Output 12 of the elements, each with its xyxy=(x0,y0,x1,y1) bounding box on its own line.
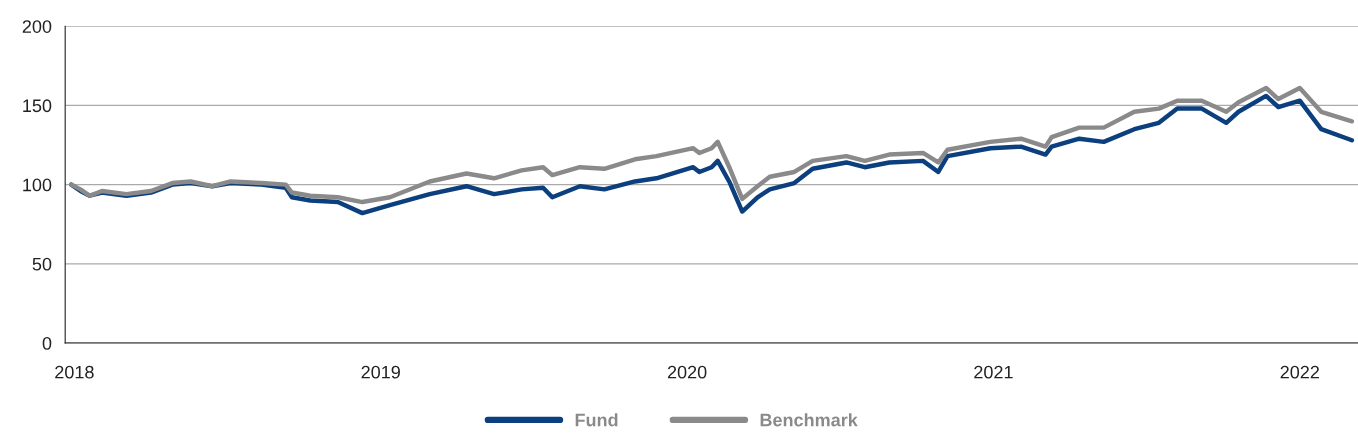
x-tick-label: 2021 xyxy=(974,365,1013,379)
y-tick-label: 150 xyxy=(23,99,52,113)
y-tick-label: 0 xyxy=(42,336,52,350)
y-tick-label: 50 xyxy=(32,257,52,271)
x-tick-label: 2022 xyxy=(1280,365,1319,379)
x-tick-label: 2019 xyxy=(361,365,400,379)
x-tick-label: 2018 xyxy=(55,365,94,379)
y-tick-label: 100 xyxy=(23,178,52,192)
legend-label: Benchmark xyxy=(760,413,858,427)
legend-label: Fund xyxy=(575,413,618,427)
x-tick-label: 2020 xyxy=(667,365,707,379)
y-tick-label: 200 xyxy=(22,20,52,33)
